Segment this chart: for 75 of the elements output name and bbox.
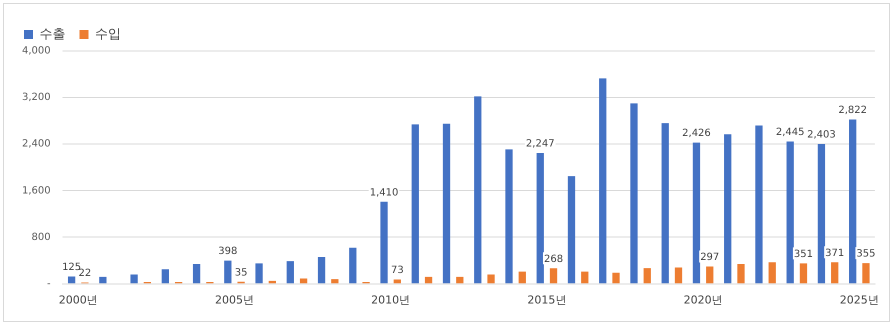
bar [818,144,826,284]
bar [581,272,588,284]
bar [318,257,326,284]
bar [130,274,138,284]
y-tick-label: - [47,278,52,290]
bar [706,266,714,284]
bar [800,263,808,284]
bar [768,262,776,284]
data-label: 35 [234,267,248,278]
bar [505,149,513,284]
data-label: 355 [856,248,876,260]
bar [786,142,794,284]
data-label: 22 [78,268,92,280]
y-tick-label: 800 [32,232,51,243]
bar [99,276,107,284]
x-tick-label: 2000년 [58,293,98,306]
data-label: 297 [700,252,720,264]
bar [349,248,356,284]
data-label: 2,445 [776,127,805,138]
bar [737,264,745,284]
data-label: 398 [218,246,238,258]
bar [518,272,526,284]
data-label: 268 [544,254,564,265]
legend-label: 수입 [95,26,121,42]
bar [412,124,419,284]
bar [568,176,576,284]
data-label: 2,822 [838,105,867,116]
bar [162,269,169,284]
data-label: 371 [825,248,844,259]
x-tick-label: 2005년 [214,293,254,306]
bar [662,123,669,284]
bar [487,274,495,284]
x-tick-label: 2020년 [684,293,723,306]
bar [599,78,606,284]
bar [456,276,464,284]
data-label: 2,426 [682,128,711,140]
bar [474,96,482,284]
data-label: 351 [794,248,814,260]
y-tick-label: 2,400 [22,138,51,150]
bar [630,103,638,284]
data-label: 2,403 [807,130,836,141]
bar [692,142,700,284]
bar [644,268,651,284]
bar [550,268,558,284]
data-label: 2,247 [526,138,555,150]
bar [255,263,263,284]
y-tick-label: 1,600 [22,185,51,196]
bar [755,125,763,284]
x-tick-label: 2025년 [840,293,879,306]
bar [68,276,76,284]
bar [286,261,294,284]
bar [192,264,200,284]
data-label: 125 [62,262,82,274]
x-tick-label: 2010년 [371,293,410,306]
y-tick-label: 3,200 [22,92,51,104]
bar [268,280,276,284]
x-tick-label: 2015년 [527,293,566,306]
data-label: 73 [390,265,404,276]
bar [849,120,856,284]
bar [536,153,544,284]
bar [442,124,450,284]
bar [674,268,682,284]
bar [380,202,388,284]
bar [724,134,732,284]
y-tick-label: 4,000 [22,46,51,57]
bar [331,279,338,284]
bar [224,260,232,284]
bar [394,280,401,284]
bar [300,278,308,284]
bar [612,272,620,284]
data-label: 1,410 [370,187,398,198]
bar [424,276,432,284]
bar [831,262,838,284]
bar [862,263,870,284]
legend-label: 수출 [40,26,66,42]
